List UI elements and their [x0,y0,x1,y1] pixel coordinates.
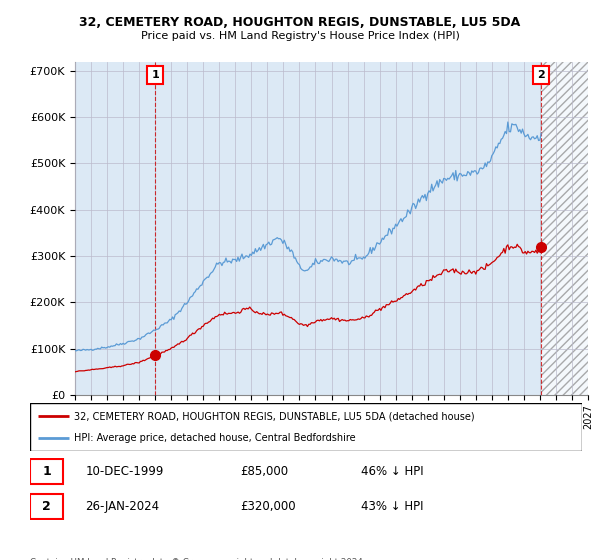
Text: 2: 2 [42,500,51,513]
Bar [541,62,588,395]
Text: Contains HM Land Registry data © Crown copyright and database right 2024.
This d: Contains HM Land Registry data © Crown c… [30,558,365,560]
Text: Price paid vs. HM Land Registry's House Price Index (HPI): Price paid vs. HM Land Registry's House … [140,31,460,41]
Text: £85,000: £85,000 [240,465,288,478]
Text: 10-DEC-1999: 10-DEC-1999 [85,465,164,478]
Text: 46% ↓ HPI: 46% ↓ HPI [361,465,424,478]
Text: 2: 2 [538,70,545,80]
Bar [30,459,63,484]
Text: 26-JAN-2024: 26-JAN-2024 [85,500,160,513]
Text: 1: 1 [151,70,159,80]
Text: £320,000: £320,000 [240,500,295,513]
Text: 43% ↓ HPI: 43% ↓ HPI [361,500,424,513]
Bar [30,494,63,519]
Text: 32, CEMETERY ROAD, HOUGHTON REGIS, DUNSTABLE, LU5 5DA: 32, CEMETERY ROAD, HOUGHTON REGIS, DUNST… [79,16,521,29]
Text: 32, CEMETERY ROAD, HOUGHTON REGIS, DUNSTABLE, LU5 5DA (detached house): 32, CEMETERY ROAD, HOUGHTON REGIS, DUNST… [74,411,475,421]
Text: HPI: Average price, detached house, Central Bedfordshire: HPI: Average price, detached house, Cent… [74,433,356,443]
Text: 1: 1 [42,465,51,478]
